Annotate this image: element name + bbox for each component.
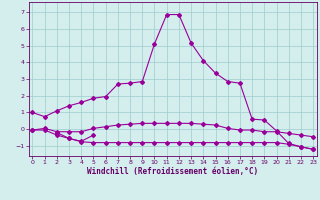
X-axis label: Windchill (Refroidissement éolien,°C): Windchill (Refroidissement éolien,°C)	[87, 167, 258, 176]
